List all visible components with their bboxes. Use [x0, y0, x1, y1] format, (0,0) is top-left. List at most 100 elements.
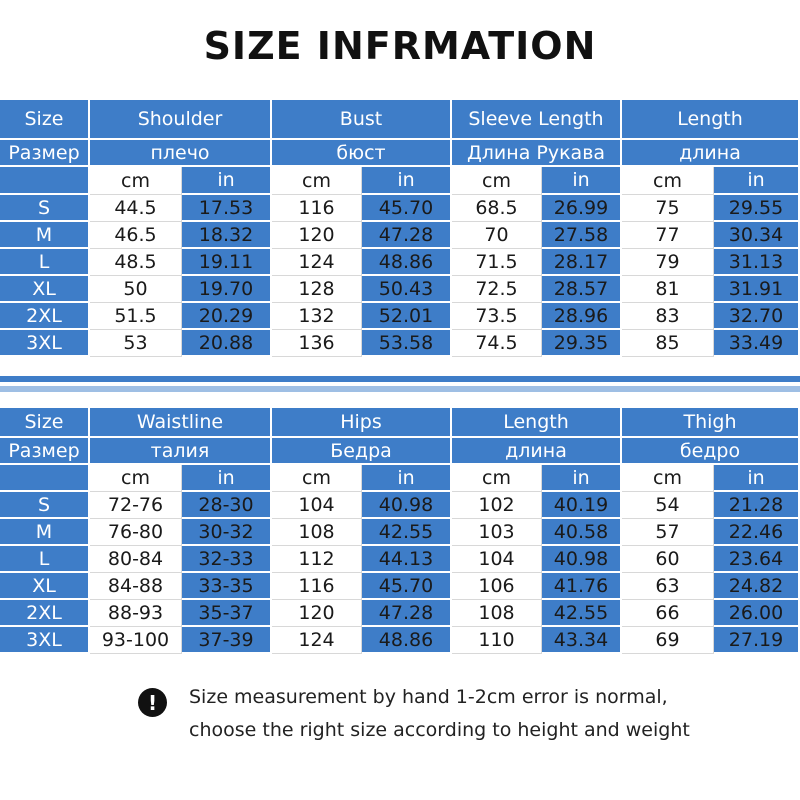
- value-cell: 120: [272, 600, 362, 627]
- value-cell: 29.55: [714, 195, 800, 222]
- blank-cell: [0, 167, 90, 195]
- value-cell: 24.82: [714, 573, 800, 600]
- size-cell: XL: [0, 573, 90, 600]
- value-cell: 93-100: [90, 627, 182, 654]
- value-cell: 53: [90, 330, 182, 357]
- unit-cell: in: [542, 167, 622, 195]
- value-cell: 28.17: [542, 249, 622, 276]
- value-cell: 20.88: [182, 330, 272, 357]
- unit-cell: cm: [622, 167, 714, 195]
- value-cell: 47.28: [362, 222, 452, 249]
- value-cell: 102: [452, 492, 542, 519]
- value-cell: 29.35: [542, 330, 622, 357]
- value-cell: 40.98: [362, 492, 452, 519]
- value-cell: 53.58: [362, 330, 452, 357]
- value-cell: 48.86: [362, 627, 452, 654]
- header-cell: Длина Рукава: [452, 140, 622, 167]
- unit-cell: cm: [272, 167, 362, 195]
- value-cell: 48.86: [362, 249, 452, 276]
- blank-cell: [0, 465, 90, 492]
- value-cell: 26.99: [542, 195, 622, 222]
- title: SIZE INFRMATION: [203, 24, 597, 68]
- value-cell: 43.34: [542, 627, 622, 654]
- value-cell: 21.28: [714, 492, 800, 519]
- unit-cell: cm: [452, 465, 542, 492]
- size-cell: 2XL: [0, 600, 90, 627]
- value-cell: 116: [272, 195, 362, 222]
- value-cell: 32-33: [182, 546, 272, 573]
- value-cell: 75: [622, 195, 714, 222]
- value-cell: 108: [452, 600, 542, 627]
- header-cell: Size: [0, 100, 90, 140]
- value-cell: 128: [272, 276, 362, 303]
- warning-icon: !: [138, 688, 167, 717]
- value-cell: 50.43: [362, 276, 452, 303]
- separator: [0, 386, 800, 392]
- value-cell: 31.91: [714, 276, 800, 303]
- size-cell: M: [0, 519, 90, 546]
- note-line: Size measurement by hand 1-2cm error is …: [189, 686, 668, 708]
- value-cell: 74.5: [452, 330, 542, 357]
- value-cell: 54: [622, 492, 714, 519]
- header-cell: плечо: [90, 140, 272, 167]
- value-cell: 44.13: [362, 546, 452, 573]
- value-cell: 22.46: [714, 519, 800, 546]
- value-cell: 33.49: [714, 330, 800, 357]
- unit-cell: in: [362, 167, 452, 195]
- value-cell: 124: [272, 249, 362, 276]
- size-cell: L: [0, 249, 90, 276]
- size-cell: 2XL: [0, 303, 90, 330]
- header-cell: талия: [90, 438, 272, 465]
- value-cell: 77: [622, 222, 714, 249]
- value-cell: 60: [622, 546, 714, 573]
- value-cell: 69: [622, 627, 714, 654]
- header-cell: Размер: [0, 438, 90, 465]
- value-cell: 68.5: [452, 195, 542, 222]
- header-cell: Waistline: [90, 408, 272, 438]
- unit-cell: in: [182, 465, 272, 492]
- header-cell: Бедра: [272, 438, 452, 465]
- value-cell: 70: [452, 222, 542, 249]
- unit-cell: cm: [622, 465, 714, 492]
- value-cell: 35-37: [182, 600, 272, 627]
- value-cell: 28-30: [182, 492, 272, 519]
- value-cell: 106: [452, 573, 542, 600]
- value-cell: 45.70: [362, 195, 452, 222]
- header-cell: Size: [0, 408, 90, 438]
- size-cell: S: [0, 492, 90, 519]
- header-cell: Length: [452, 408, 622, 438]
- value-cell: 30.34: [714, 222, 800, 249]
- header-cell: бюст: [272, 140, 452, 167]
- value-cell: 84-88: [90, 573, 182, 600]
- header-cell: Размер: [0, 140, 90, 167]
- size-cell: XL: [0, 276, 90, 303]
- header-cell: бедро: [622, 438, 800, 465]
- value-cell: 33-35: [182, 573, 272, 600]
- value-cell: 50: [90, 276, 182, 303]
- value-cell: 37-39: [182, 627, 272, 654]
- value-cell: 31.13: [714, 249, 800, 276]
- value-cell: 40.98: [542, 546, 622, 573]
- unit-cell: in: [714, 167, 800, 195]
- value-cell: 52.01: [362, 303, 452, 330]
- size-cell: M: [0, 222, 90, 249]
- value-cell: 45.70: [362, 573, 452, 600]
- value-cell: 23.64: [714, 546, 800, 573]
- value-cell: 72.5: [452, 276, 542, 303]
- value-cell: 63: [622, 573, 714, 600]
- unit-cell: in: [542, 465, 622, 492]
- value-cell: 32.70: [714, 303, 800, 330]
- value-cell: 83: [622, 303, 714, 330]
- value-cell: 26.00: [714, 600, 800, 627]
- value-cell: 44.5: [90, 195, 182, 222]
- value-cell: 104: [272, 492, 362, 519]
- value-cell: 116: [272, 573, 362, 600]
- value-cell: 108: [272, 519, 362, 546]
- header-cell: длина: [622, 140, 800, 167]
- value-cell: 57: [622, 519, 714, 546]
- value-cell: 30-32: [182, 519, 272, 546]
- value-cell: 40.19: [542, 492, 622, 519]
- value-cell: 28.96: [542, 303, 622, 330]
- value-cell: 51.5: [90, 303, 182, 330]
